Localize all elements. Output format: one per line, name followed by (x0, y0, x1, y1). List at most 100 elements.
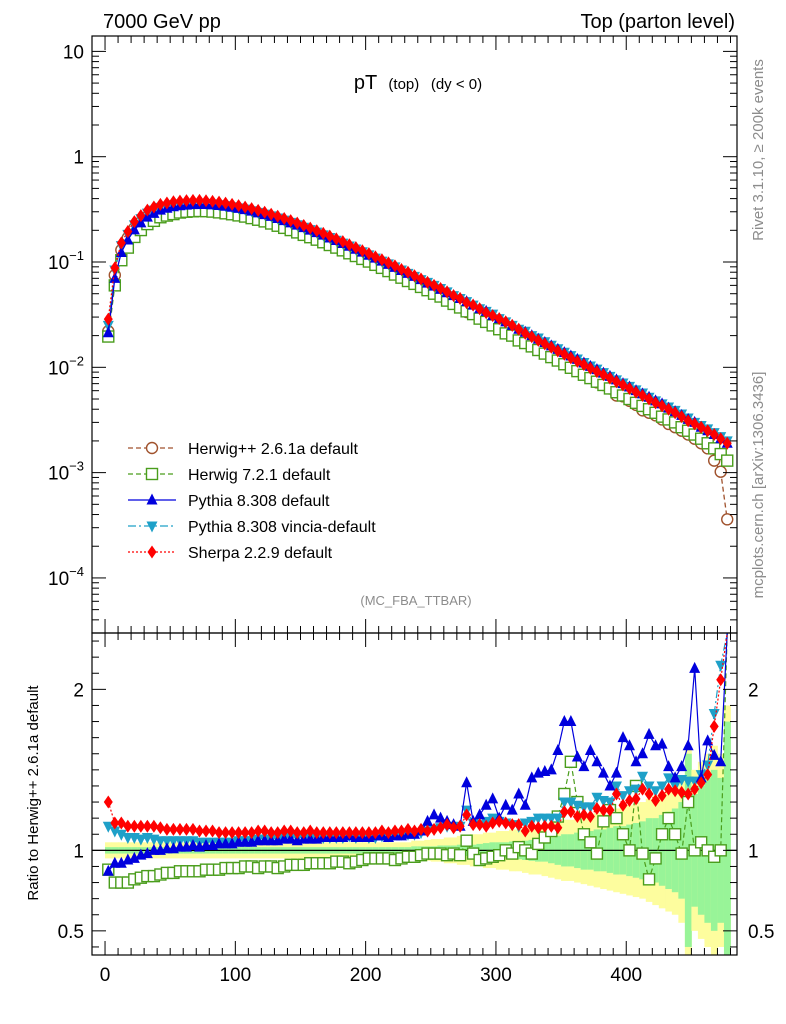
ratio-point-sherpa (312, 826, 322, 840)
ratio-point-vincia (604, 797, 616, 809)
band-inner (723, 721, 731, 955)
ratio-point-sherpa (403, 822, 413, 836)
y-tick-label: 10 (63, 42, 84, 63)
ratio-point-pythia (480, 798, 492, 810)
x-tick-label: 400 (610, 965, 642, 986)
ratio-point-sherpa (618, 798, 628, 812)
ratio-point-sherpa (507, 818, 517, 832)
data-point-sherpa (123, 224, 133, 238)
mcplots-reference-label: mcplots.cern.ch [arXiv:1306.3436] (750, 372, 767, 599)
data-point-sherpa (625, 381, 634, 395)
ratio-point-sherpa (175, 822, 185, 836)
ratio-point-sherpa (644, 787, 654, 801)
ratio-point-herwig7 (564, 755, 578, 768)
ratio-point-pythia (435, 811, 447, 823)
data-point-sherpa (149, 200, 159, 214)
ratio-point-sherpa (520, 824, 530, 838)
ratio-point-sherpa (703, 768, 713, 782)
ratio-point-herwig7 (453, 848, 467, 862)
ratio-point-herwig7 (636, 847, 649, 860)
legend-item-pythia: Pythia 8.308 default (128, 493, 330, 510)
y-tick-label: 10−3 (48, 459, 84, 485)
ratio-point-sherpa (423, 824, 433, 838)
ratio-point-sherpa (579, 808, 589, 822)
ratio-point-vincia (702, 760, 714, 772)
y-tick-base: 10 (48, 569, 69, 590)
ratio-point-sherpa (142, 819, 152, 833)
ratio-point-vincia (656, 781, 668, 793)
legend-label-herwig7: Herwig 7.2.1 default (188, 467, 331, 484)
ratio-point-sherpa (338, 826, 348, 840)
ratio-y-axis-label: Ratio to Herwig++ 2.6.1a default (25, 685, 42, 901)
legend-item-herwig7: Herwig 7.2.1 default (128, 467, 331, 484)
data-point-sherpa (214, 195, 224, 209)
data-point-sherpa (181, 194, 191, 208)
ratio-point-sherpa (611, 787, 621, 801)
ratio-plot-area (92, 632, 737, 955)
ratio-point-sherpa (651, 793, 661, 807)
ratio-point-sherpa (149, 819, 159, 833)
data-point-sherpa (201, 194, 211, 208)
data-point-sherpa (110, 261, 120, 275)
ratio-point-pythia (565, 715, 577, 727)
data-point-sherpa (247, 202, 257, 216)
data-point-sherpa (305, 221, 315, 235)
ratio-point-pythia (285, 832, 297, 844)
ratio-point-sherpa (585, 810, 595, 824)
ratio-point-sherpa (357, 826, 367, 840)
data-point-pythia (109, 271, 121, 283)
ratio-point-sherpa (234, 826, 244, 840)
ratio-point-herwig7 (584, 836, 597, 849)
analysis-label: (MC_FBA_TTBAR) (360, 593, 471, 608)
y-tick-base: 10 (48, 253, 69, 274)
ratio-point-sherpa (572, 810, 582, 824)
ratio-point-sherpa (396, 824, 406, 838)
legend: Herwig++ 2.6.1a default Herwig 7.2.1 defa… (128, 441, 376, 562)
ratio-point-herwig7 (707, 850, 721, 863)
data-point-sherpa (670, 406, 680, 420)
data-point-sherpa (709, 428, 719, 442)
ratio-point-vincia (637, 771, 649, 783)
data-point-sherpa (383, 256, 393, 270)
ratio-point-pythia (669, 771, 681, 783)
ratio-point-vincia (115, 829, 127, 841)
ratio-point-vincia (630, 784, 642, 796)
ratio-point-pythia (715, 755, 727, 767)
ratio-point-sherpa (162, 822, 172, 836)
legend-marker-pythia (146, 493, 158, 505)
ratio-point-vincia (565, 797, 577, 809)
ratio-point-herwig7 (610, 811, 623, 825)
ratio-point-sherpa (286, 824, 296, 838)
rivet-version-label: Rivet 3.1.10, ≥ 200k events (750, 59, 767, 241)
data-point-sherpa (442, 285, 452, 299)
data-point-pythia (102, 326, 114, 338)
ratio-point-pythia (578, 760, 590, 772)
data-point-sherpa (279, 211, 289, 225)
ratio-point-sherpa (709, 719, 719, 733)
ratio-point-sherpa (370, 826, 380, 840)
data-point-sherpa (253, 203, 263, 217)
ratio-point-pythia (552, 744, 564, 756)
x-tick-label: 0 (100, 965, 111, 986)
ratio-point-pythia (702, 734, 714, 746)
data-point-sherpa (677, 410, 687, 424)
ratio-point-sherpa (351, 826, 361, 840)
ratio-point-sherpa (533, 821, 543, 835)
legend-label-vincia: Pythia 8.308 vincia-default (188, 519, 376, 536)
ratio-point-vincia (708, 709, 720, 720)
data-point-sherpa (475, 302, 485, 316)
ratio-point-pythia (102, 864, 114, 876)
ratio-y-tick-label-right: 0.5 (748, 922, 774, 943)
data-point-sherpa (273, 209, 283, 223)
ratio-point-sherpa (670, 784, 680, 798)
ratio-point-pythia (487, 792, 499, 804)
data-point-sherpa (103, 312, 113, 326)
ratio-point-vincia (584, 802, 596, 814)
ratio-point-sherpa (592, 801, 602, 815)
legend-item-vincia: Pythia 8.308 vincia-default (128, 519, 376, 536)
ratio-y-tick-label-right: 2 (748, 680, 759, 701)
title-main: pT (354, 72, 377, 94)
data-point-sherpa (299, 219, 309, 233)
ratio-point-sherpa (605, 803, 615, 817)
